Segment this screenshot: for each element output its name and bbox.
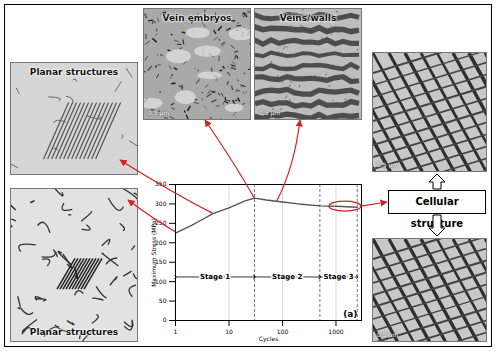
svg-text:Maximum Stress (MPa): Maximum Stress (MPa): [150, 218, 157, 287]
svg-text:50: 50: [159, 297, 167, 304]
svg-text:Cycles: Cycles: [259, 335, 279, 343]
html-text:0.5 μm: 0.5 μm: [259, 109, 281, 116]
html-text:Cellular structure: Cellular structure: [410, 196, 464, 229]
svg-text:300: 300: [155, 200, 167, 207]
svg-text:1000: 1000: [328, 328, 343, 335]
html-text:0.5 μm: 0.5 μm: [377, 331, 399, 338]
html-text:Vein embryos: Vein embryos: [162, 13, 232, 23]
svg-text:10: 10: [225, 328, 233, 335]
svg-text:Stage 2: Stage 2: [272, 273, 302, 281]
svg-text:200: 200: [155, 239, 167, 246]
svg-text:1: 1: [174, 328, 178, 335]
svg-text:Stage 1: Stage 1: [200, 273, 230, 281]
svg-text:0: 0: [163, 316, 167, 323]
svg-text:(a): (a): [343, 309, 357, 319]
html-text:Planar structures: Planar structures: [29, 67, 119, 77]
svg-text:350: 350: [155, 180, 167, 187]
html-text:0.5 μm: 0.5 μm: [377, 161, 399, 168]
svg-text:250: 250: [155, 219, 167, 226]
html-text:Veins/walls: Veins/walls: [279, 13, 337, 23]
svg-text:150: 150: [155, 258, 167, 265]
html-text:Planar structures: Planar structures: [29, 327, 119, 337]
html-text:0.5 μm: 0.5 μm: [148, 109, 170, 116]
svg-text:100: 100: [277, 328, 289, 335]
svg-text:100: 100: [155, 278, 167, 285]
svg-text:Stage 3: Stage 3: [323, 273, 353, 281]
